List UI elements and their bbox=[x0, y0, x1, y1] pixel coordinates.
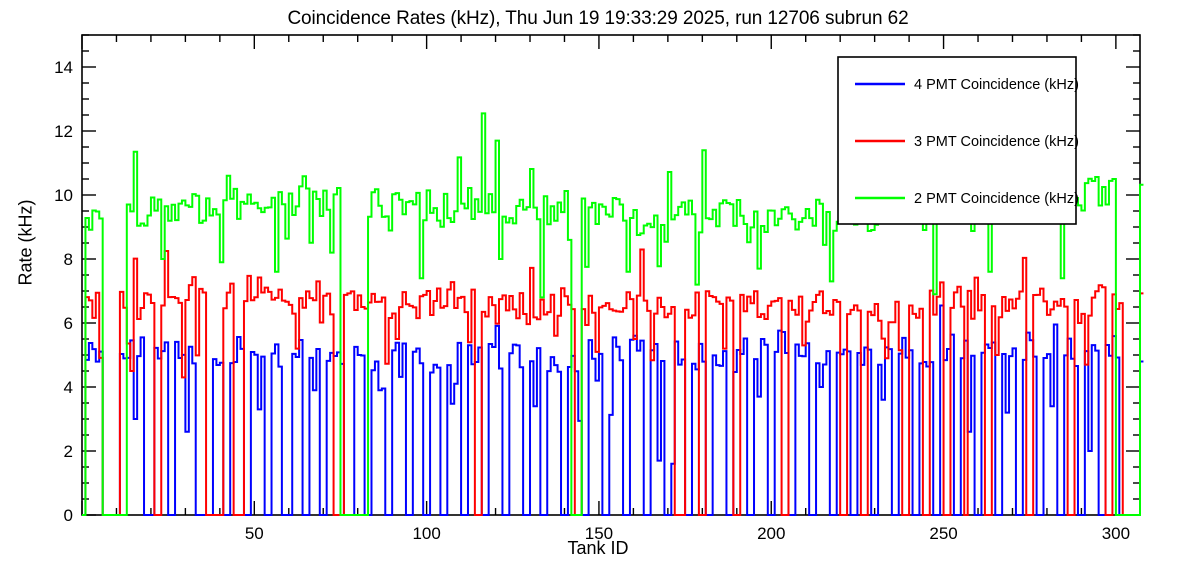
y-axis-label: Rate (kHz) bbox=[15, 199, 36, 286]
x-axis-ticks: 50 100 150 200 250 300 bbox=[81, 35, 1130, 543]
y-tick-label: 14 bbox=[54, 58, 73, 77]
x-tick-label: 250 bbox=[929, 524, 957, 543]
x-tick-label: 150 bbox=[585, 524, 613, 543]
legend-label: 2 PMT Coincidence (kHz) bbox=[914, 191, 1079, 207]
y-tick-label: 2 bbox=[64, 442, 73, 461]
x-tick-label: 300 bbox=[1102, 524, 1130, 543]
page-title: Coincidence Rates (kHz), Thu Jun 19 19:3… bbox=[287, 8, 909, 29]
y-tick-label: 10 bbox=[54, 186, 73, 205]
x-tick-label: 200 bbox=[757, 524, 785, 543]
legend: 4 PMT Coincidence (kHz) 3 PMT Coincidence… bbox=[837, 56, 1079, 225]
legend-label: 3 PMT Coincidence (kHz) bbox=[914, 134, 1079, 150]
x-tick-label: 50 bbox=[245, 524, 264, 543]
y-axis-ticks: 0 2 4 6 8 10 12 14 bbox=[54, 34, 1140, 525]
y-tick-label: 8 bbox=[64, 250, 73, 269]
y-tick-label: 12 bbox=[54, 122, 73, 141]
y-tick-label: 4 bbox=[64, 378, 73, 397]
x-tick-label: 100 bbox=[412, 524, 440, 543]
y-tick-label: 0 bbox=[64, 506, 73, 525]
x-axis-label: Tank ID bbox=[567, 538, 629, 558]
legend-label: 4 PMT Coincidence (kHz) bbox=[914, 77, 1079, 93]
series-line-3pmt bbox=[82, 248, 1144, 516]
y-tick-label: 6 bbox=[64, 314, 73, 333]
